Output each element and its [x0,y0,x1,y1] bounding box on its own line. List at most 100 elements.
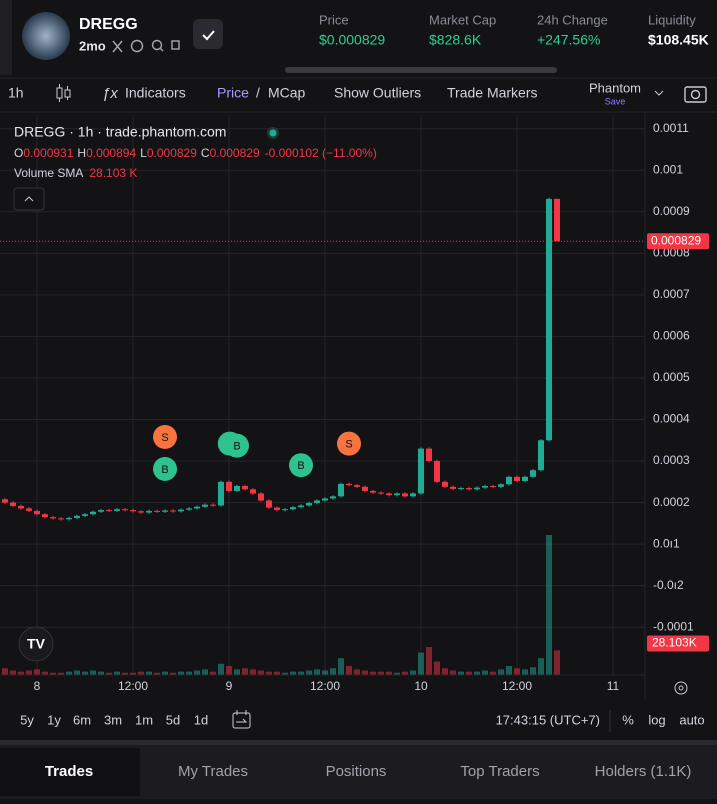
trade-marker-label: B [297,460,304,472]
chart-type-icon[interactable] [56,84,71,102]
volume-bar [386,671,392,675]
range-button[interactable]: 6m [73,712,91,727]
volume-bar [282,672,288,675]
range-button[interactable]: 1m [135,712,153,727]
volume-bar [194,670,200,675]
change-value: -0.000102 (−11.00%) [265,146,377,160]
volume-bar [506,666,512,675]
trade-marker-dot [289,453,313,478]
candle-body [482,485,488,488]
candle-body [10,502,16,506]
volume-bar [122,672,128,675]
scrollbar[interactable] [285,67,557,73]
price-toggle[interactable]: Price [217,85,249,101]
candle-body [26,508,32,511]
social-icons[interactable] [112,39,180,53]
range-button[interactable]: 5y [20,712,34,727]
log-toggle[interactable]: log [648,712,665,727]
volume-bar [322,670,328,675]
trade-markers-button[interactable]: Trade Markers [447,85,538,101]
mcap-toggle[interactable]: MCap [268,85,306,101]
candle-body [338,483,344,497]
candle-body [34,510,40,515]
resize-handle[interactable] [0,740,717,745]
volume-bar [178,671,184,675]
trade-marker[interactable]: B [225,433,249,458]
candle-body [346,483,352,486]
volume-bar [482,670,488,675]
h-key: H [77,146,86,160]
candle-body [402,493,408,497]
collapse-legend[interactable] [13,187,45,211]
screenshot-button[interactable] [684,86,707,103]
candle-body [90,511,96,515]
l-key: L [140,146,147,160]
volume-bar [258,670,264,675]
trade-marker[interactable]: S [337,431,361,456]
volume-bar [10,670,16,675]
trade-marker[interactable]: B [153,456,177,481]
trade-marker[interactable]: B [289,453,313,478]
range-button[interactable]: 1d [194,712,208,727]
range-button[interactable]: 1y [47,712,61,727]
candle-body [106,510,112,512]
stat-value: $0.000829 [319,32,385,48]
volume-bar [202,669,208,675]
candle-body [442,481,448,487]
candle-body [234,485,240,491]
tab[interactable]: Positions [326,763,387,780]
tab[interactable]: Holders (1.1K) [595,763,692,780]
volume-bar [426,647,432,675]
trade-marker-dot [153,424,177,449]
candle-body [354,485,360,487]
tab[interactable]: Top Traders [460,763,539,780]
date-range-button[interactable] [232,710,251,729]
y-tick-label: 0.0004 [653,412,690,426]
tab[interactable]: My Trades [178,763,248,780]
stat-label: Price [319,12,349,27]
layout-dropdown[interactable] [654,90,664,96]
interval-button[interactable]: 1h [8,85,24,101]
settings-button[interactable] [674,681,688,695]
volume-bar [146,671,152,675]
candle-body [58,518,64,520]
volume-bar [434,661,440,675]
range-button[interactable]: 5d [166,712,180,727]
tv-logo[interactable] [18,626,54,662]
verify-button[interactable] [193,19,223,49]
volume-bar [26,670,32,675]
volume-bar [370,671,376,675]
indicators-button[interactable]: Indicators [125,85,186,101]
outliers-button[interactable]: Show Outliers [334,85,421,101]
tab[interactable]: Trades [45,763,93,780]
volume-bar [418,652,424,675]
token-avatar [22,12,70,60]
volume-bar [410,670,416,675]
auto-toggle[interactable]: auto [679,712,704,727]
candle-body [170,510,176,512]
h-value: 0.000894 [86,146,136,160]
percent-toggle[interactable]: % [622,712,634,727]
candle-body [138,511,144,513]
trade-marker[interactable]: S [153,424,177,449]
layout-name[interactable]: Phantom [589,80,641,95]
volume-bar [346,666,352,675]
candle-body [178,509,184,512]
layout-save[interactable]: Save [605,96,626,106]
back-button[interactable] [0,0,12,75]
range-button[interactable]: 3m [104,712,122,727]
volume-bar [58,672,64,675]
volume-bar [522,669,528,675]
candle-body [130,510,136,512]
candle-body [218,481,224,506]
volume-bar [538,658,544,675]
candle-body [258,493,264,501]
volume-bar [450,670,456,675]
volume-bar [554,650,560,675]
candle-body [506,476,512,485]
candle-body [242,485,248,490]
candle-body [466,488,472,490]
volume-name: Volume SMA [14,166,83,180]
